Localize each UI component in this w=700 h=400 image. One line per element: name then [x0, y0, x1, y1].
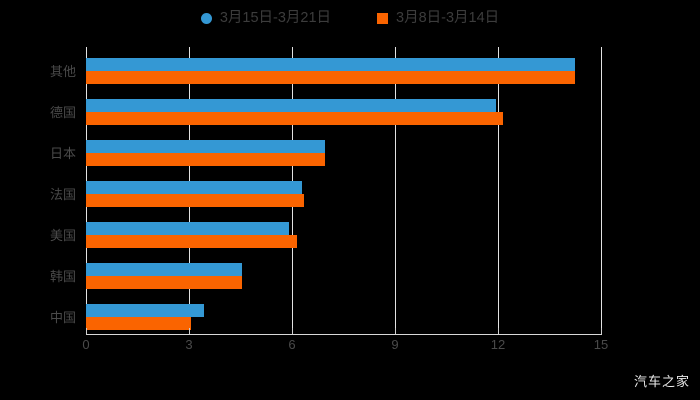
y-axis-category-label: 其他: [49, 64, 76, 79]
x-axis-tick: [292, 328, 293, 334]
x-axis-tick-label: 9: [391, 337, 399, 352]
watermark: 汽车之家: [633, 374, 690, 389]
x-axis-tick: [498, 328, 499, 334]
y-axis-category-label: 中国: [49, 310, 76, 325]
y-axis-category-label: 德国: [49, 105, 76, 120]
bar[interactable]: [86, 222, 289, 235]
x-axis-tick: [395, 328, 396, 334]
x-axis-tick-label: 12: [490, 337, 506, 352]
bar[interactable]: [86, 276, 243, 289]
y-axis-labels: 其他德国日本法国美国韩国中国: [0, 0, 76, 400]
bar[interactable]: [86, 112, 504, 125]
legend-swatch-circle-icon: [200, 12, 212, 24]
bar[interactable]: [86, 263, 243, 276]
bar[interactable]: [86, 58, 576, 71]
legend-label-0: 3月15日-3月21日: [219, 9, 332, 26]
y-axis-category-label: 法国: [49, 187, 76, 202]
legend-swatch-square-icon: [377, 12, 389, 24]
x-axis-tick-label: 3: [185, 337, 193, 352]
bar[interactable]: [86, 304, 205, 317]
x-axis-tick: [86, 328, 87, 334]
bar[interactable]: [86, 194, 305, 207]
x-axis-tick: [601, 328, 602, 334]
legend-label-1: 3月8日-3月14日: [396, 9, 500, 26]
y-axis-category-label: 日本: [49, 146, 76, 161]
x-axis-line: [86, 334, 602, 335]
x-axis-tick-label: 6: [288, 337, 296, 352]
bar[interactable]: [86, 140, 325, 153]
gridline: [498, 47, 499, 334]
x-axis-tick-label: 0: [82, 337, 90, 352]
x-axis-tick: [189, 328, 190, 334]
bar[interactable]: [86, 71, 576, 84]
y-axis-category-label: 美国: [49, 228, 76, 243]
bar[interactable]: [86, 99, 497, 112]
legend-item-0[interactable]: 3月15日-3月21日: [200, 9, 332, 26]
x-axis-tick-label: 15: [593, 337, 609, 352]
y-axis-category-label: 韩国: [49, 269, 76, 284]
bar[interactable]: [86, 235, 298, 248]
bar[interactable]: [86, 153, 325, 166]
bar[interactable]: [86, 181, 303, 194]
gridline: [601, 47, 602, 334]
bar[interactable]: [86, 317, 191, 330]
gridline: [395, 47, 396, 334]
legend-item-1[interactable]: 3月8日-3月14日: [377, 11, 499, 26]
plot-area: [86, 47, 602, 334]
chart-legend: 3月15日-3月21日 3月8日-3月14日: [0, 6, 700, 30]
